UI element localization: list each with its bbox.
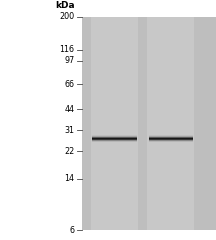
Text: 44: 44 [65, 105, 75, 114]
Text: 31: 31 [65, 126, 75, 135]
Text: 97: 97 [64, 56, 75, 65]
Text: 22: 22 [64, 147, 75, 156]
Text: 14: 14 [65, 174, 75, 183]
Text: 200: 200 [59, 12, 75, 21]
Bar [147, 17, 194, 230]
Text: 6: 6 [70, 226, 75, 235]
Bar [91, 17, 138, 230]
Text: 116: 116 [60, 46, 75, 54]
Text: kDa: kDa [55, 0, 75, 10]
Bar [82, 17, 216, 230]
Text: 66: 66 [65, 80, 75, 89]
